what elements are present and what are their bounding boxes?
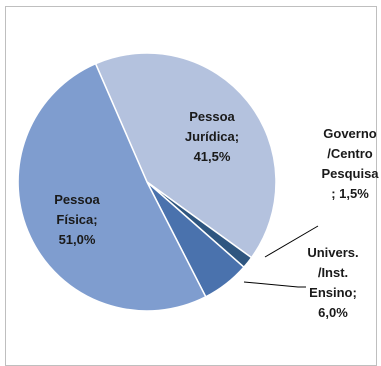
data-label-line: /Centro — [327, 146, 373, 161]
pie-chart: Pessoa Jurídica; 41,5% Governo/Centro Pesqui… — [0, 0, 381, 356]
data-label: Univers. /Inst. Ensino; 6,0% — [307, 245, 358, 320]
data-label-line: Ensino; — [309, 285, 357, 300]
data-label-line: ; 1,5% — [331, 186, 369, 201]
data-label-line: Governo — [323, 126, 377, 141]
data-label-line: Física; — [56, 212, 97, 227]
data-label-line: 51,0% — [59, 232, 96, 247]
data-label-line: /Inst. — [318, 265, 348, 280]
data-label-line: Pesquisa — [321, 166, 379, 181]
data-label: Pessoa Física; 51,0% — [54, 192, 100, 247]
data-label-line: Pessoa — [54, 192, 100, 207]
data-label-line: 6,0% — [318, 305, 348, 320]
data-label-line: Pessoa — [189, 109, 235, 124]
pie-slices — [18, 53, 276, 311]
data-label-line: Univers. — [307, 245, 358, 260]
leader-line — [244, 282, 306, 287]
data-label-line: Jurídica; — [185, 129, 239, 144]
data-label: Governo/Centro Pesquisa ; 1,5% — [321, 126, 379, 201]
data-label-line: 41,5% — [194, 149, 231, 164]
